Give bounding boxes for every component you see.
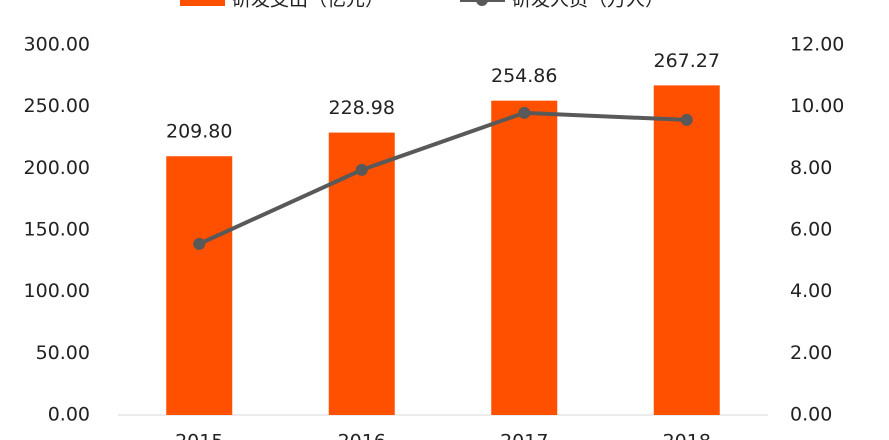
x-tick-label: 2016	[338, 431, 386, 440]
bar	[653, 85, 720, 415]
y-tick-label: 100.00	[24, 280, 90, 302]
x-tick-label: 2017	[500, 431, 548, 440]
y2-tick-label: 12.00	[790, 34, 844, 56]
y2-tick-label: 2.00	[790, 342, 832, 364]
legend-swatch	[476, 0, 488, 6]
legend-label: 研发支出（亿元）	[232, 0, 384, 11]
point	[518, 106, 531, 119]
point	[355, 163, 368, 176]
legend-swatch	[180, 0, 225, 6]
y-tick-label: 150.00	[24, 219, 90, 241]
y2-tick-label: 8.00	[790, 157, 832, 179]
x-tick-label: 2018	[663, 431, 711, 440]
y-tick-label: 300.00	[24, 34, 90, 56]
y2-tick-label: 6.00	[790, 219, 832, 241]
legend-label: 研发人员（万人）	[512, 0, 664, 11]
bar	[166, 156, 233, 415]
y2-tick-label: 0.00	[790, 404, 832, 426]
y2-tick-label: 4.00	[790, 280, 832, 302]
y-tick-label: 50.00	[36, 342, 90, 364]
line	[198, 110, 687, 246]
data-label: 267.27	[654, 50, 720, 72]
point	[680, 113, 693, 126]
data-label: 228.98	[329, 97, 395, 119]
bar	[491, 100, 558, 415]
y-tick-label: 200.00	[24, 157, 90, 179]
data-label: 254.86	[491, 65, 557, 87]
y-tick-label: 0.00	[48, 404, 90, 426]
y2-tick-label: 10.00	[790, 95, 844, 117]
data-label: 209.80	[166, 121, 232, 143]
x-tick-label: 2015	[175, 431, 223, 440]
point	[193, 237, 206, 250]
y-tick-label: 250.00	[24, 95, 90, 117]
